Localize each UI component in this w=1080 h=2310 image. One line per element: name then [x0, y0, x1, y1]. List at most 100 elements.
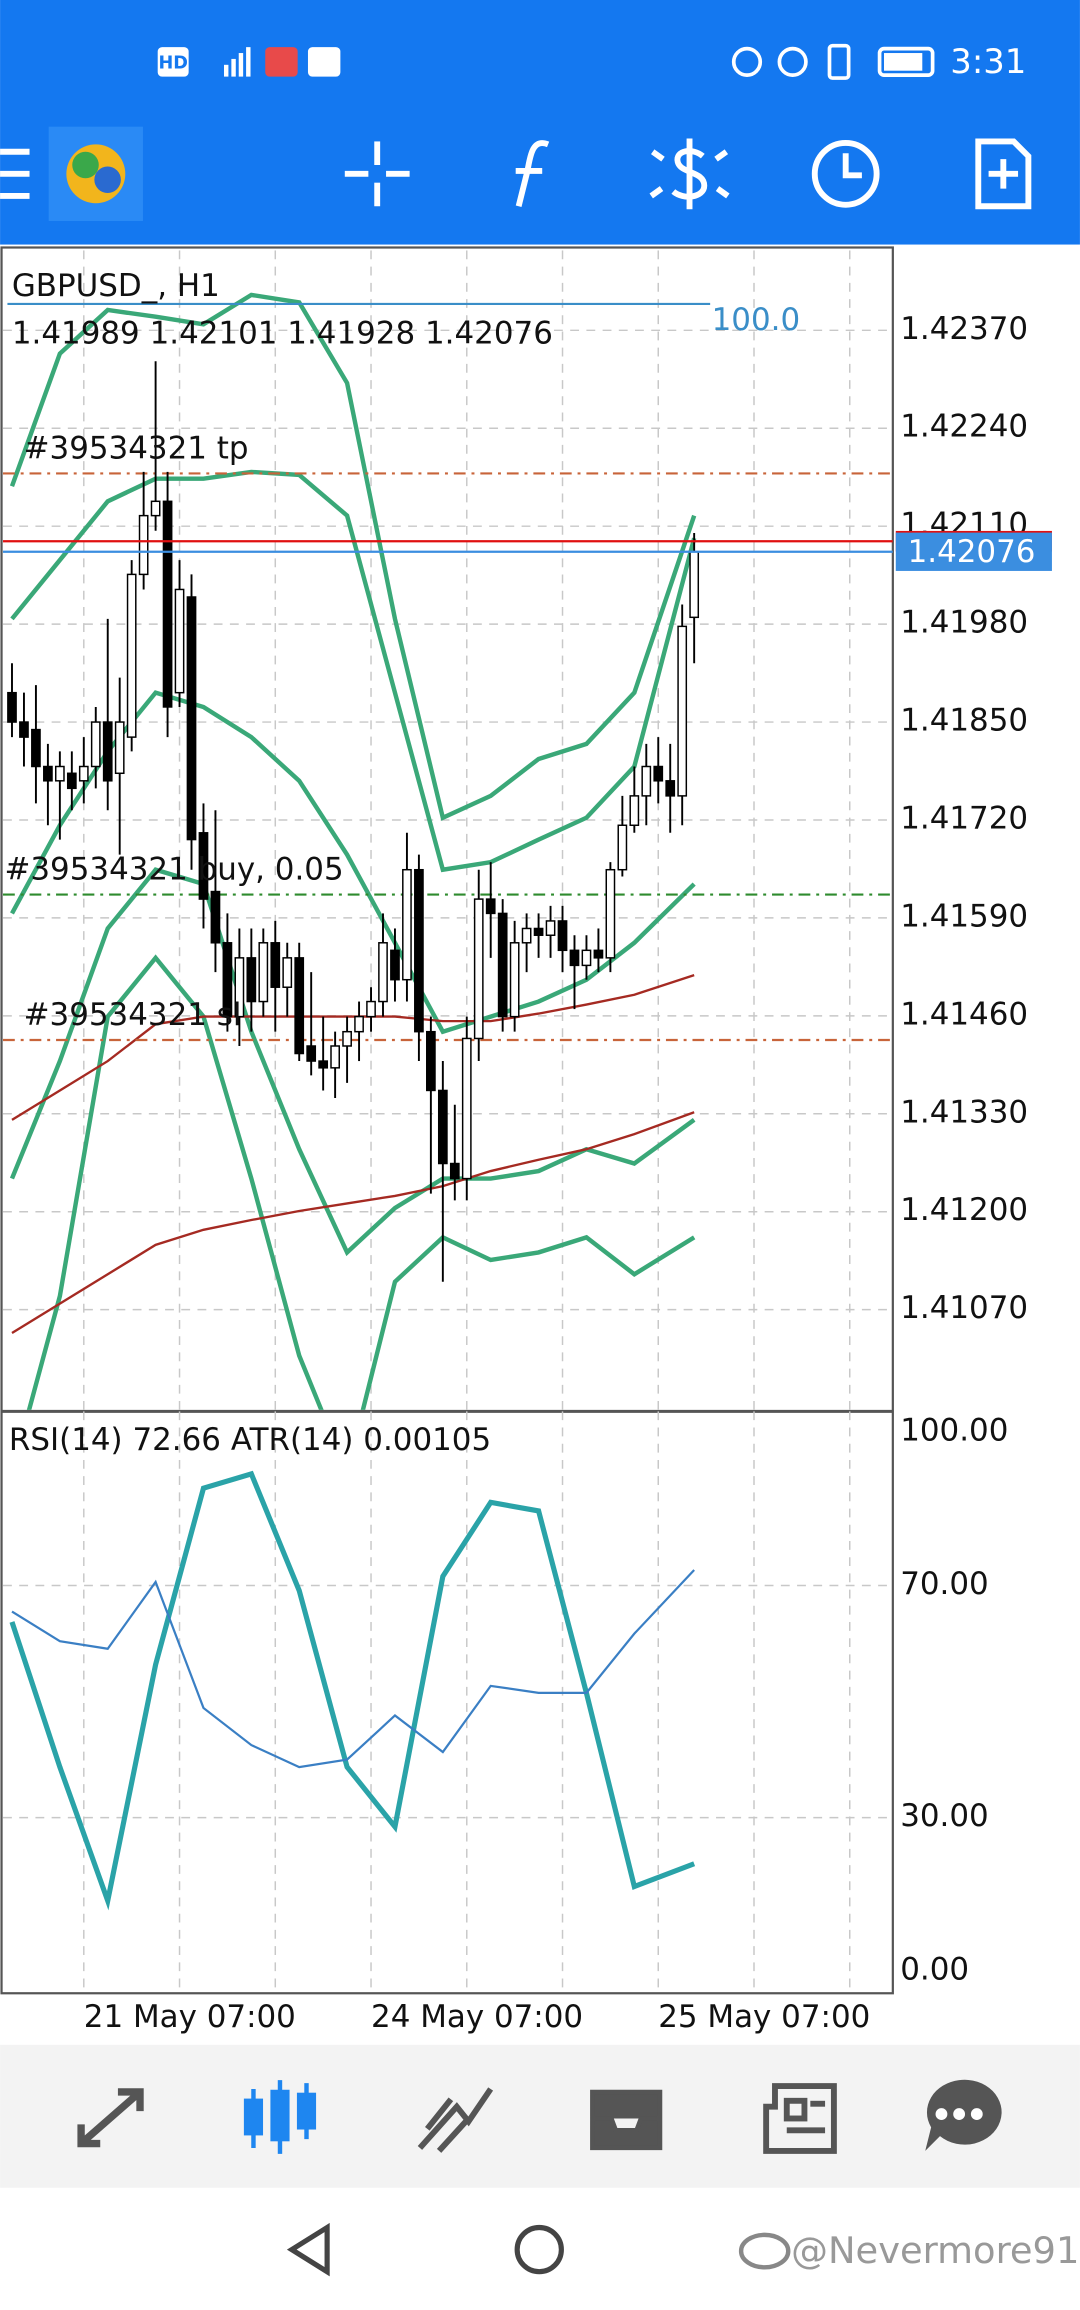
candle-body [210, 890, 221, 944]
app-icon [307, 47, 341, 77]
watermark: @Nevermore913 [791, 2229, 1080, 2272]
hd-badge: HD [158, 53, 187, 73]
chat-tab[interactable] [925, 2079, 1002, 2151]
candle-body [509, 942, 520, 1018]
history-tab[interactable] [590, 2089, 663, 2151]
rsi-tick-label: 0.00 [900, 1952, 969, 1988]
atr-line [9, 1470, 696, 1911]
candle-body [485, 898, 496, 915]
candle-body [330, 1045, 340, 1069]
candle-body [497, 912, 508, 1018]
bid-tag [895, 532, 1052, 571]
candle-body [414, 868, 424, 1033]
candle-body [66, 772, 77, 790]
candle-body [138, 514, 149, 576]
quotes-tab[interactable] [77, 2088, 144, 2148]
bid-tag-label: 1.42076 [908, 534, 1036, 570]
watermark-logo [738, 2232, 791, 2270]
history-button[interactable] [811, 139, 880, 208]
hd-badge-bg [157, 47, 189, 77]
indicator-line [11, 974, 695, 1121]
x-tick-label: 25 May 07:00 [658, 1999, 870, 2035]
candle-body [689, 551, 700, 619]
indicator-line [11, 1111, 695, 1335]
candle-body [390, 949, 400, 981]
ohlc-readout: 1.41989 1.42101 1.41928 1.42076 [12, 315, 553, 351]
trade-button[interactable] [649, 138, 730, 210]
candle-body [354, 1015, 364, 1033]
toolbar [0, 126, 1032, 221]
candle-body [605, 868, 616, 959]
logo-figure [94, 166, 121, 193]
candle-body [318, 1060, 329, 1069]
battery-icon [877, 46, 935, 77]
vibrate-icon [827, 43, 851, 80]
y-tick-label: 1.41590 [900, 898, 1028, 934]
indicator-line [9, 292, 697, 821]
crosshair-button[interactable] [344, 141, 410, 207]
x-tick-label: 21 May 07:00 [84, 1999, 296, 2035]
price-plot [3, 292, 893, 1410]
candle-body [641, 765, 652, 797]
y-tick-label: 1.41200 [900, 1192, 1028, 1228]
candle-body [557, 920, 568, 952]
labels: 1.423701.422401.421101.419801.418501.417… [4, 302, 1052, 2035]
news-tab[interactable] [763, 2083, 837, 2154]
candle-body [629, 795, 640, 826]
candle-body [473, 898, 484, 1040]
candle-body [521, 927, 532, 944]
back-button[interactable] [286, 2222, 330, 2277]
chart-title: GBPUSD_, H1 [12, 268, 220, 304]
candle-body [294, 957, 305, 1055]
eye-icon [731, 46, 763, 77]
candle-body [617, 824, 628, 871]
candle-body [102, 721, 113, 782]
indicators-button[interactable] [515, 140, 550, 207]
candle-body [114, 721, 125, 775]
y-tick-label: 1.42240 [900, 409, 1028, 445]
battery-level [883, 53, 923, 71]
candle-body [665, 780, 676, 797]
x-tick-label: 24 May 07:00 [371, 1999, 583, 2035]
rsi-line [11, 1569, 695, 1769]
indicator-readout: RSI(14) 72.66 ATR(14) 0.00105 [9, 1421, 491, 1457]
fib-label: 100.0 [712, 302, 801, 338]
candle-body [306, 1045, 317, 1062]
home-button[interactable] [514, 2224, 564, 2275]
candle-body [282, 957, 293, 988]
rsi-tick-label: 70.00 [900, 1566, 989, 1602]
ohlc-open: 1.41989 [12, 315, 140, 351]
logo-figure [72, 151, 99, 179]
new-order-button[interactable] [975, 138, 1032, 210]
candle-body [31, 728, 41, 768]
app-icon [265, 47, 298, 77]
candle-body [461, 1037, 472, 1180]
candle-body [593, 949, 604, 959]
bottom-nav [0, 2044, 1080, 2188]
ohlc-close: 1.42076 [425, 315, 553, 351]
order-label: #39534321 tp [24, 430, 249, 466]
candle-body [234, 957, 245, 1018]
indicator-line [10, 469, 697, 873]
candle-body [198, 832, 209, 900]
ohlc-low: 1.41928 [287, 315, 415, 351]
chart-tab[interactable] [243, 2080, 317, 2154]
candle-body [581, 949, 592, 967]
atr-label: ATR(14) [231, 1421, 354, 1457]
app-header [0, 0, 1080, 245]
candle-body [246, 957, 257, 1003]
trade-tab[interactable] [417, 2087, 494, 2153]
ohlc-high: 1.42101 [150, 315, 278, 351]
status-bar: HD 3:31 [157, 42, 1026, 81]
clock: 3:31 [950, 42, 1026, 81]
candle-body [222, 942, 233, 1018]
menu-button[interactable] [0, 148, 30, 199]
candle-body [449, 1162, 460, 1180]
candle-body [677, 625, 688, 797]
candle-body [54, 765, 65, 782]
candle-body [378, 942, 388, 1003]
y-tick-label: 1.41980 [900, 605, 1028, 641]
order-label: #39534321 buy, 0.05 [4, 851, 343, 887]
indicator-line [26, 954, 696, 1410]
